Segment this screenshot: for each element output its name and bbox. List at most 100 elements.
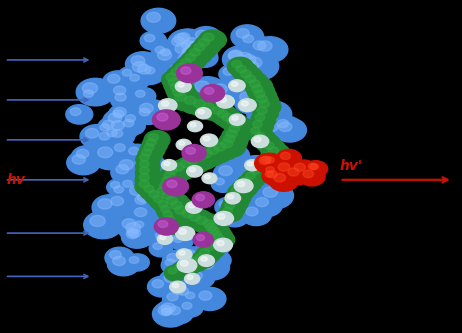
Circle shape <box>245 160 260 171</box>
Circle shape <box>179 229 186 234</box>
Circle shape <box>171 262 194 278</box>
Circle shape <box>114 156 149 181</box>
Circle shape <box>135 170 161 189</box>
Circle shape <box>184 264 199 275</box>
Circle shape <box>180 34 213 58</box>
Circle shape <box>252 92 279 111</box>
Circle shape <box>211 230 221 237</box>
Circle shape <box>170 83 182 91</box>
Circle shape <box>247 57 262 68</box>
Circle shape <box>135 177 161 196</box>
Circle shape <box>182 49 192 56</box>
Circle shape <box>221 139 233 148</box>
Circle shape <box>261 119 292 142</box>
Circle shape <box>177 287 188 295</box>
Circle shape <box>267 171 277 178</box>
Circle shape <box>72 155 85 164</box>
Circle shape <box>264 170 278 180</box>
Circle shape <box>198 110 204 114</box>
Circle shape <box>255 165 266 173</box>
Circle shape <box>162 70 189 90</box>
Circle shape <box>261 105 275 116</box>
Circle shape <box>126 72 150 89</box>
Circle shape <box>262 154 284 170</box>
Circle shape <box>168 78 180 86</box>
Circle shape <box>237 181 245 187</box>
Circle shape <box>167 282 199 304</box>
Circle shape <box>161 49 170 56</box>
Circle shape <box>153 195 163 202</box>
Circle shape <box>245 75 256 83</box>
Circle shape <box>216 136 246 157</box>
Circle shape <box>214 211 233 225</box>
Circle shape <box>191 253 206 264</box>
Circle shape <box>145 67 155 74</box>
Circle shape <box>160 182 170 189</box>
Circle shape <box>308 163 317 169</box>
Circle shape <box>170 281 186 293</box>
Circle shape <box>98 117 127 138</box>
Circle shape <box>288 168 299 176</box>
Circle shape <box>100 124 109 131</box>
Circle shape <box>151 228 180 249</box>
Circle shape <box>160 235 166 239</box>
Circle shape <box>158 50 171 60</box>
Circle shape <box>253 105 268 116</box>
Circle shape <box>243 35 254 43</box>
Circle shape <box>273 118 306 142</box>
Circle shape <box>108 253 140 276</box>
Circle shape <box>152 46 187 71</box>
Circle shape <box>263 113 277 123</box>
Circle shape <box>257 107 267 114</box>
Circle shape <box>122 219 136 228</box>
Circle shape <box>136 158 160 175</box>
Circle shape <box>181 67 191 74</box>
Circle shape <box>237 174 262 192</box>
Circle shape <box>247 101 285 128</box>
Circle shape <box>189 96 218 117</box>
Circle shape <box>247 165 271 182</box>
Circle shape <box>95 129 122 149</box>
Circle shape <box>217 240 224 246</box>
Circle shape <box>109 107 136 127</box>
Circle shape <box>216 95 234 108</box>
Circle shape <box>128 229 140 238</box>
Circle shape <box>229 114 245 125</box>
Circle shape <box>158 305 173 316</box>
Circle shape <box>185 249 222 276</box>
Circle shape <box>107 129 117 137</box>
Circle shape <box>99 132 110 140</box>
Circle shape <box>113 110 124 118</box>
Circle shape <box>247 125 271 142</box>
Circle shape <box>176 37 207 59</box>
Circle shape <box>182 209 194 218</box>
Circle shape <box>108 113 122 123</box>
Circle shape <box>274 173 286 182</box>
Circle shape <box>125 115 135 122</box>
Circle shape <box>158 220 168 227</box>
Circle shape <box>135 105 162 125</box>
Circle shape <box>225 122 251 141</box>
Circle shape <box>273 116 301 137</box>
Circle shape <box>255 162 265 169</box>
Circle shape <box>222 127 249 147</box>
Circle shape <box>157 203 180 220</box>
Circle shape <box>260 139 285 157</box>
Circle shape <box>164 265 187 281</box>
Circle shape <box>235 186 247 195</box>
Circle shape <box>163 211 172 217</box>
Circle shape <box>135 158 150 168</box>
Circle shape <box>182 145 206 162</box>
Circle shape <box>185 38 213 58</box>
Circle shape <box>187 268 215 288</box>
Circle shape <box>236 67 263 86</box>
Circle shape <box>105 193 138 216</box>
Circle shape <box>250 127 260 134</box>
Circle shape <box>72 146 102 168</box>
Circle shape <box>76 149 89 158</box>
Circle shape <box>66 105 93 124</box>
Circle shape <box>247 62 259 70</box>
Circle shape <box>261 156 271 164</box>
Circle shape <box>260 157 269 164</box>
Circle shape <box>140 167 149 174</box>
